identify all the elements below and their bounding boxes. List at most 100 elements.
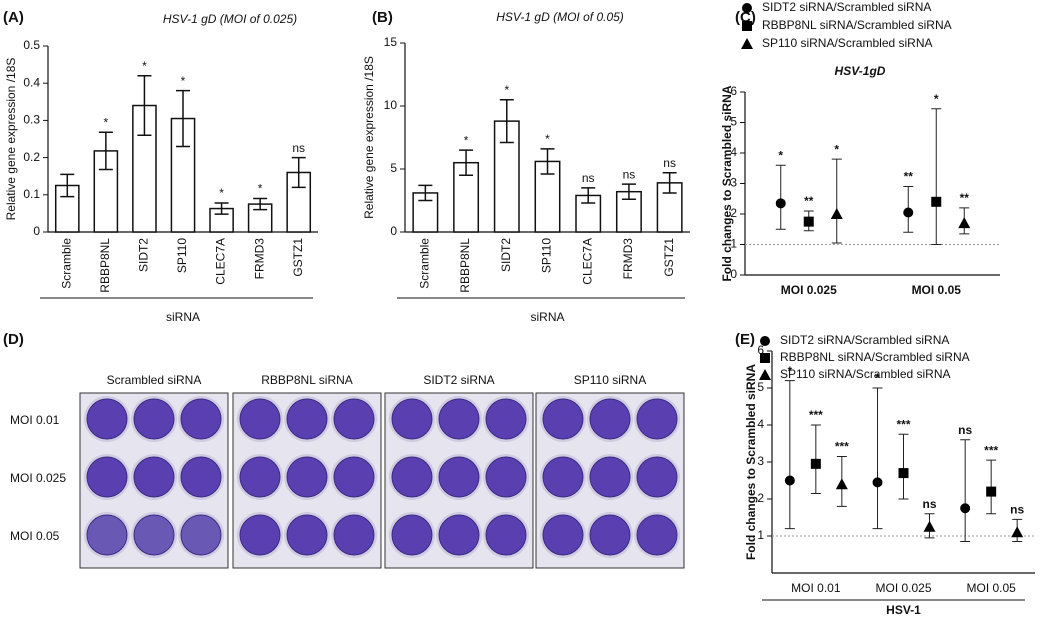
chart-title: HSV-1 gD (MOI of 0.025) xyxy=(163,12,297,26)
significance: ** xyxy=(904,170,914,184)
significance: * xyxy=(219,186,224,200)
x-tick-label: SP110 xyxy=(175,238,189,273)
point xyxy=(986,486,997,497)
legend-marker xyxy=(759,369,771,380)
x-tick-label: GSTZ1 xyxy=(291,238,305,277)
error-bar xyxy=(459,149,474,177)
y-tick-label: 0.1 xyxy=(23,187,40,201)
legend-marker xyxy=(742,21,752,31)
significance: ns xyxy=(1010,503,1024,517)
legend-marker xyxy=(760,353,770,363)
x-tick-label: SIDT2 xyxy=(499,238,513,272)
legend-label: SP110 siRNA/Scrambled siRNA xyxy=(762,36,933,50)
x-tick-label: Scramble xyxy=(59,238,73,289)
x-tick-label: RBBP8NL xyxy=(98,238,112,293)
row-label: MOI 0.025 xyxy=(10,471,66,485)
y-axis-title: Relative gene expression /18S xyxy=(362,56,376,219)
x-tick-label: MOI 0.025 xyxy=(781,283,837,297)
well xyxy=(333,514,375,556)
well xyxy=(636,456,678,498)
well xyxy=(86,398,128,440)
y-tick-label: 6 xyxy=(757,343,764,357)
well xyxy=(86,456,128,498)
error-bar xyxy=(418,184,433,202)
well xyxy=(286,456,328,498)
error-bar xyxy=(60,173,75,198)
panel-label: (E) xyxy=(735,331,755,348)
significance: * xyxy=(787,364,792,378)
significance: ns xyxy=(582,171,595,185)
well xyxy=(286,514,328,556)
point xyxy=(958,217,971,229)
well xyxy=(485,456,527,498)
point xyxy=(960,503,971,514)
well xyxy=(438,398,480,440)
error-bar xyxy=(872,387,883,530)
significance: * xyxy=(504,83,509,97)
column-label: SP110 siRNA xyxy=(574,373,646,387)
point xyxy=(810,458,821,469)
panel-label: (B) xyxy=(372,9,393,26)
x-tick-label: MOI 0.05 xyxy=(912,283,962,297)
panel-label: (A) xyxy=(3,9,24,26)
well xyxy=(542,514,584,556)
well xyxy=(438,456,480,498)
point xyxy=(835,478,848,490)
well xyxy=(636,398,678,440)
error-bar xyxy=(176,89,190,148)
significance: * xyxy=(142,59,147,73)
well xyxy=(485,514,527,556)
error-bar xyxy=(662,172,677,194)
point xyxy=(830,208,843,219)
y-tick-label: 10 xyxy=(384,98,398,112)
y-tick-label: 5 xyxy=(730,115,737,129)
y-tick-label: 4 xyxy=(757,417,764,431)
error-bar xyxy=(831,158,842,244)
y-axis-title: Fold changes to Scrambled siRNA xyxy=(720,85,734,281)
panel-label: (D) xyxy=(3,331,24,348)
point xyxy=(1011,526,1024,538)
legend-label: SIDT2 siRNA/Scrambled siRNA xyxy=(780,333,949,347)
chart-title: HSV-1 gD (MOI of 0.05) xyxy=(496,10,624,24)
legend-label: SP110 siRNA/Scrambled siRNA xyxy=(780,367,951,381)
x-axis-title: HSV-1 xyxy=(886,603,921,617)
y-tick-label: 0.2 xyxy=(23,150,40,164)
y-tick-label: 0.3 xyxy=(23,113,40,127)
legend-label: RBBP8NL siRNA/Scrambled siRNA xyxy=(762,18,952,32)
well xyxy=(333,398,375,440)
y-tick-label: 2 xyxy=(730,206,737,220)
y-tick-label: 0 xyxy=(730,267,737,281)
error-bar xyxy=(291,156,306,189)
well xyxy=(180,398,222,440)
error-bar xyxy=(931,108,942,245)
y-tick-label: 1 xyxy=(757,528,764,542)
y-tick-label: 0 xyxy=(390,224,397,238)
x-tick-label: CLEC7A xyxy=(580,238,594,285)
well xyxy=(239,514,281,556)
error-bar xyxy=(540,148,555,175)
chart-title: HSV-1gD xyxy=(835,64,886,78)
x-tick-label: CLEC7A xyxy=(214,238,228,285)
error-bar xyxy=(253,197,268,211)
x-tick-label: MOI 0.025 xyxy=(875,581,931,595)
point xyxy=(803,216,814,227)
well xyxy=(542,456,584,498)
well xyxy=(589,514,631,556)
x-tick-label: MOI 0.01 xyxy=(791,581,841,595)
x-tick-label: SIDT2 xyxy=(137,238,151,272)
significance: * xyxy=(258,182,263,196)
point xyxy=(923,520,936,532)
well xyxy=(333,456,375,498)
well xyxy=(636,514,678,556)
well xyxy=(391,514,433,556)
significance: * xyxy=(464,133,469,147)
column-label: Scrambled siRNA xyxy=(107,373,202,387)
significance: * xyxy=(181,74,186,88)
y-tick-label: 2 xyxy=(757,491,764,505)
well xyxy=(133,514,175,556)
well xyxy=(239,456,281,498)
x-axis-title: siRNA xyxy=(530,310,564,324)
y-tick-label: 1 xyxy=(730,237,737,251)
point xyxy=(784,475,795,486)
